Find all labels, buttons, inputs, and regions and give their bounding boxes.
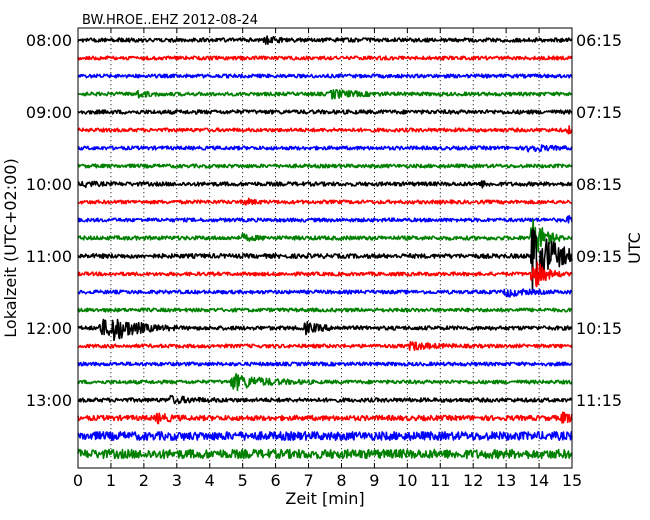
trace-line <box>77 431 573 441</box>
x-tick-label: 7 <box>303 471 313 490</box>
trace-line <box>77 340 573 351</box>
x-tick-label: 11 <box>430 471 450 490</box>
left-tick-label: 12:00 <box>26 319 72 338</box>
x-tick-label: 6 <box>271 471 281 490</box>
x-tick-label: 12 <box>463 471 483 490</box>
x-tick-label: 4 <box>205 471 215 490</box>
x-tick-label: 9 <box>369 471 379 490</box>
trace-line <box>77 288 573 298</box>
trace-line <box>77 394 573 405</box>
trace-line <box>77 373 573 392</box>
x-tick-label: 10 <box>397 471 417 490</box>
trace-line <box>77 163 573 169</box>
right-tick-label: 07:15 <box>576 103 622 122</box>
right-tick-label: 09:15 <box>576 247 622 266</box>
left-axis-ticks: 08:00 09:00 10:00 11:00 12:00 13:00 <box>26 31 83 410</box>
chart-title: BW.HROE..EHZ 2012-08-24 <box>82 13 258 28</box>
trace-line <box>77 411 573 425</box>
right-tick-label: 11:15 <box>576 391 622 410</box>
right-axis-ticks: 06:15 07:15 08:15 09:15 10:15 11:15 <box>567 31 622 410</box>
trace-line <box>77 448 573 460</box>
y-axis-label-right: UTC <box>625 232 644 264</box>
trace-line <box>77 35 573 46</box>
x-axis-ticks: 0 1 2 3 4 5 6 7 8 9 10 11 12 13 14 15 <box>73 28 582 490</box>
trace-line <box>77 361 573 367</box>
trace-line <box>77 228 573 294</box>
trace-line <box>77 73 573 79</box>
x-axis-label: Zeit [min] <box>285 489 364 508</box>
right-tick-label: 08:15 <box>576 175 622 194</box>
x-tick-label: 0 <box>73 471 83 490</box>
x-tick-label: 15 <box>562 471 582 490</box>
left-tick-label: 09:00 <box>26 103 72 122</box>
right-tick-label: 10:15 <box>576 319 622 338</box>
trace-line <box>77 109 573 115</box>
trace-line <box>77 180 573 189</box>
x-tick-label: 13 <box>496 471 516 490</box>
x-tick-label: 14 <box>529 471 549 490</box>
trace-line <box>77 219 573 260</box>
trace-line <box>77 55 573 61</box>
y-axis-label-left: Lokalzeit (UTC+02:00) <box>1 158 20 337</box>
x-tick-label: 3 <box>172 471 182 490</box>
right-tick-label: 06:15 <box>576 31 622 50</box>
trace-line <box>77 197 573 206</box>
trace-line <box>77 88 573 100</box>
trace-line <box>77 125 573 135</box>
left-tick-label: 10:00 <box>26 175 72 194</box>
x-tick-label: 5 <box>238 471 248 490</box>
x-tick-label: 8 <box>336 471 346 490</box>
x-tick-label: 2 <box>139 471 149 490</box>
left-tick-label: 13:00 <box>26 391 72 410</box>
x-tick-label: 1 <box>106 471 116 490</box>
trace-line <box>77 215 573 224</box>
trace-line <box>77 307 573 313</box>
left-tick-label: 11:00 <box>26 247 72 266</box>
plot-frame <box>77 27 573 469</box>
trace-line <box>77 261 573 288</box>
trace-line <box>77 144 573 153</box>
trace-group <box>77 35 573 460</box>
trace-line <box>77 318 573 342</box>
left-tick-label: 08:00 <box>26 31 72 50</box>
